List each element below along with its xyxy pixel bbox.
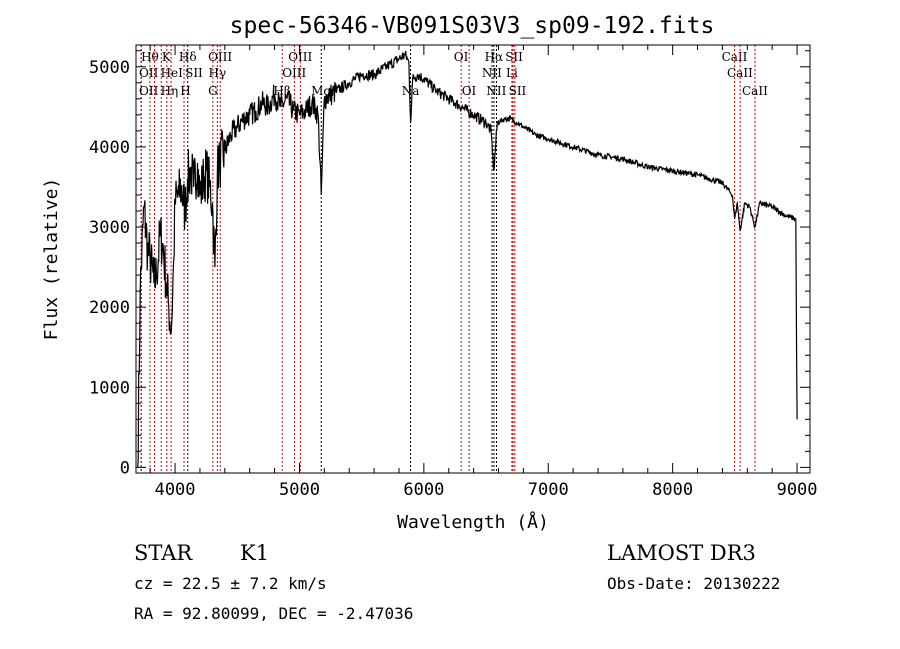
x-axis-label: Wavelength (Å) [397,511,549,533]
spectral-line-label: CaII [722,50,748,64]
y-tick-label: 4000 [89,138,130,158]
y-tick-label: 0 [120,458,130,478]
spectral-line-label: OII [139,84,159,98]
spectral-line-label: SII [185,66,203,80]
spectral-line-label: NII [482,66,502,80]
spectrum-line [137,50,798,468]
spectral-line-label: OI [454,50,469,64]
x-tick-label: 6000 [403,480,444,500]
x-tick-label: 4000 [155,480,196,500]
x-tick-label: 8000 [652,480,693,500]
spectral-line-label: SII [509,84,527,98]
spectral-line-label: Hβ [273,84,290,98]
spectral-line-label: Li [506,66,518,80]
spectral-line-label: OI [462,84,477,98]
spectral-line-label: H [180,84,190,98]
chart-title: spec-56346-VB091S03V3_sp09-192.fits [230,13,715,39]
spectral-line-label: SII [505,50,523,64]
obs-date: Obs-Date: 20130222 [607,574,780,593]
axes-ticks: 4000 5000 6000 7000 8000 9000 0 1000 2000 3000 400… [89,45,818,500]
y-axis-label: Flux (relative) [41,178,62,341]
object-class: STAR [134,541,193,565]
spectral-line-label: OIII [282,66,306,80]
plot-frame [135,44,811,474]
spectral-line-label: Mg [311,84,331,98]
y-tick-label: 5000 [89,58,130,78]
x-tick-label: 5000 [279,480,320,500]
coordinates: RA = 92.80099, DEC = -2.47036 [134,604,413,623]
spectral-line-label: CaII [742,84,768,98]
spectral-line-label: OIII [208,50,232,64]
spectral-line-label: HeI [161,66,184,80]
spectral-line-label: G [208,84,218,98]
spectral-line-label: Na [402,84,420,98]
y-tick-label: 1000 [89,378,130,398]
x-tick-label: 7000 [528,480,569,500]
spectral-line-label: Hγ [209,66,227,80]
spectral-line-label: Hα [485,50,504,64]
spectral-line-label: CaII [727,66,753,80]
spectral-line-label: K [162,50,172,64]
x-tick-label: 9000 [777,480,818,500]
survey-name: LAMOST DR3 [607,541,756,565]
spectral-line-label: NII [486,84,506,98]
y-tick-label: 3000 [89,218,130,238]
redshift-cz: cz = 22.5 ± 7.2 km/s [134,574,327,593]
spectral-line-label: OII [139,66,159,80]
spectral-line-label: OIII [288,50,312,64]
object-subclass: K1 [240,541,269,565]
spectral-line-label: Hη [161,84,179,98]
spectrum-series [137,50,798,468]
y-tick-label: 2000 [89,298,130,318]
spectral-line-label: Hδ [179,50,197,64]
spectral-line-label: Hθ [141,50,159,64]
